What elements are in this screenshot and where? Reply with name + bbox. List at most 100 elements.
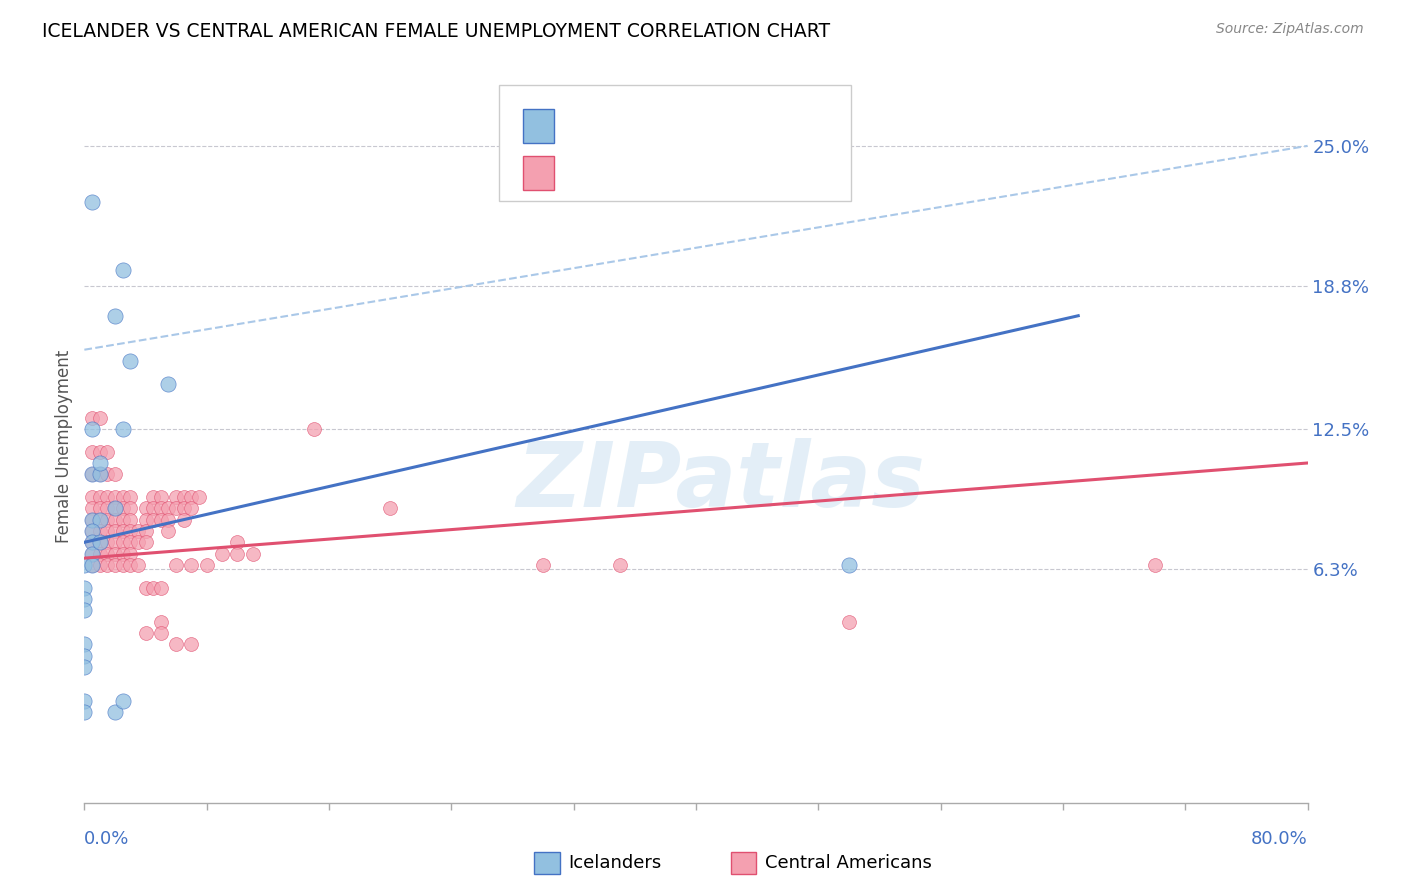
Point [142,501,165,516]
Point [80,513,103,527]
Point [609,558,631,572]
Point [165,501,187,516]
Point [226,535,249,549]
Point [157,501,180,516]
Point [80,524,103,538]
Point [89,444,111,458]
Point [195,558,218,572]
Point [180,501,202,516]
Point [80,524,103,538]
Point [1143,558,1166,572]
Point [120,524,142,538]
Point [80,535,103,549]
Point [111,524,134,538]
Point [80,547,103,561]
Point [89,558,111,572]
Point [96,535,118,549]
Point [180,558,202,572]
Point [80,501,103,516]
Point [104,513,127,527]
Point [149,513,172,527]
Point [73,648,96,663]
Point [149,501,172,516]
Point [180,490,202,504]
Point [96,467,118,482]
Point [89,501,111,516]
Point [73,603,96,617]
Point [531,558,554,572]
Point [80,547,103,561]
Point [188,490,211,504]
Point [73,660,96,674]
Point [127,524,149,538]
Point [226,547,249,561]
Point [96,501,118,516]
Point [80,195,103,210]
Point [127,535,149,549]
Text: 80.0%: 80.0% [1251,830,1308,848]
Point [142,513,165,527]
Point [73,581,96,595]
Point [838,558,860,572]
Y-axis label: Female Unemployment: Female Unemployment [55,350,73,542]
Point [180,637,202,651]
Point [173,513,195,527]
Point [120,513,142,527]
Point [73,591,96,606]
Point [120,490,142,504]
Text: ZIPatlas: ZIPatlas [516,438,925,525]
Point [73,637,96,651]
Point [80,490,103,504]
Point [142,581,165,595]
Point [111,547,134,561]
Point [104,535,127,549]
Point [89,456,111,470]
Text: ICELANDER VS CENTRAL AMERICAN FEMALE UNEMPLOYMENT CORRELATION CHART: ICELANDER VS CENTRAL AMERICAN FEMALE UNE… [42,22,831,41]
Point [135,513,157,527]
Point [111,490,134,504]
Text: R = 0.285: R = 0.285 [565,164,664,182]
Point [838,615,860,629]
Text: Source: ZipAtlas.com: Source: ZipAtlas.com [1216,22,1364,37]
Point [135,626,157,640]
Point [96,513,118,527]
Text: Icelanders: Icelanders [568,854,661,871]
Point [89,513,111,527]
Point [165,490,187,504]
Point [104,705,127,719]
Point [89,467,111,482]
Point [135,501,157,516]
Point [149,490,172,504]
Point [89,547,111,561]
Point [111,422,134,436]
Point [242,547,264,561]
Text: N = 28: N = 28 [716,118,783,136]
Point [135,524,157,538]
Point [142,490,165,504]
Point [380,501,402,516]
Point [149,615,172,629]
Point [104,467,127,482]
Point [104,547,127,561]
Point [120,547,142,561]
Point [165,637,187,651]
Point [96,524,118,538]
Point [80,467,103,482]
Point [73,694,96,708]
Point [135,535,157,549]
Point [120,501,142,516]
Point [111,535,134,549]
Text: R = 0.252: R = 0.252 [565,118,664,136]
Point [173,501,195,516]
Point [157,513,180,527]
Point [211,547,233,561]
Point [89,524,111,538]
Point [104,309,127,323]
Point [120,354,142,368]
Point [149,626,172,640]
Point [127,558,149,572]
Point [104,490,127,504]
Point [96,444,118,458]
Point [149,581,172,595]
Point [111,558,134,572]
